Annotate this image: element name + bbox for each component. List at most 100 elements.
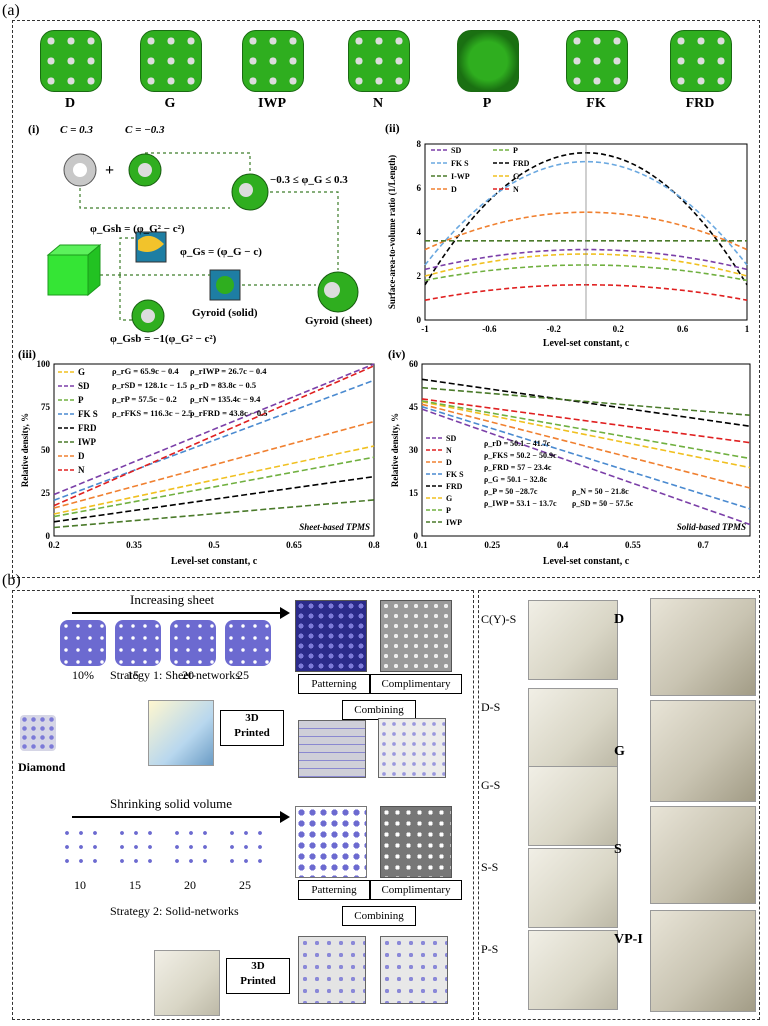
panel-a-label: (a)	[2, 2, 20, 19]
c-neg-label: C = −0.3	[125, 124, 165, 136]
y-tick-label: 8	[417, 139, 422, 149]
series-line-d	[53, 420, 375, 509]
panel-b-right-frame	[478, 590, 760, 1020]
solid-step-label: 15	[129, 878, 141, 892]
gyroid-bulk-cube	[131, 299, 165, 333]
legend-label: FK S	[446, 470, 464, 479]
series-line-n	[421, 398, 751, 444]
equation-label: ρ_P = 50 −28.7c	[484, 487, 538, 496]
shrinking-arrow	[72, 816, 282, 818]
gyroid-sheet-cube	[135, 231, 167, 263]
sheet-network-2	[170, 620, 216, 666]
photo-right-3	[650, 910, 756, 1012]
printed-label-2: 3D Printed	[226, 958, 290, 994]
legend-label: N	[513, 185, 519, 194]
y-tick-label: 2	[417, 271, 422, 281]
series-line-d	[421, 403, 751, 489]
legend-label: D	[451, 185, 457, 194]
equation-label: ρ_rFRD = 43.8c − 0.5	[190, 408, 268, 418]
shape-label-d: D	[64, 96, 76, 111]
x-tick-label: 0.2	[613, 324, 625, 334]
y-axis-label: Surface-area-to-volume ratio (1/Length)	[387, 155, 397, 309]
printed-1-line2: Printed	[234, 727, 270, 739]
sheet-network-1	[115, 620, 161, 666]
photo-right-0	[650, 598, 756, 696]
equation-label: ρ_rIWP = 26.7c − 0.4	[190, 366, 267, 376]
sheet-cube-blue	[295, 600, 367, 672]
y-tick-label: 60	[409, 359, 419, 369]
series-line-fk-s	[421, 405, 751, 510]
x-tick-label: 0.2	[48, 540, 60, 550]
shape-label-fk: FK	[586, 96, 606, 111]
tpms-shape-iwp	[242, 30, 304, 92]
tpms-shape-p	[457, 30, 519, 92]
equation-label: ρ_rD = 50.1 − 41.7c	[484, 439, 551, 448]
legend-label: SD	[78, 381, 90, 391]
shape-label-iwp: IWP	[258, 96, 286, 111]
solid-network-1	[115, 826, 161, 872]
shape-label-frd: FRD	[685, 96, 715, 111]
green-cube	[46, 243, 102, 297]
legend-label: FK S	[78, 409, 98, 419]
increasing-arrow	[72, 612, 282, 614]
legend-label: D	[78, 451, 85, 461]
x-tick-label: 0.6	[677, 324, 689, 334]
sheet-cube-grey	[380, 600, 452, 672]
triangle-cube-2	[380, 936, 448, 1004]
series-line-sd	[53, 363, 375, 496]
printed-label-1: 3D Printed	[220, 710, 284, 746]
chart-ii: (ii) 0 2 4 6 8 -1 -0.6 -0.2 0.2 0.6 1 Level-set cons…	[385, 122, 750, 349]
combining-button-1: Combining	[342, 700, 416, 720]
sheet-step-label: 20	[182, 668, 194, 682]
legend-label: N	[446, 446, 452, 455]
y-tick-label: 0	[46, 531, 51, 541]
y-tick-label: 45	[409, 402, 419, 412]
series-line-g	[53, 445, 375, 515]
chart-annotation: Solid-based TPMS	[677, 522, 746, 532]
solid-step-label: 25	[239, 878, 251, 892]
x-tick-label: 0.7	[698, 540, 710, 550]
photo-left-0	[528, 600, 618, 680]
phi-gsh-label: φ_Gsh = (φ_G² − c²)	[90, 223, 185, 235]
complimentary-button-2: Complimentary	[370, 880, 462, 900]
y-tick-label: 25	[41, 488, 51, 498]
chart-iii-panel-label: (iii)	[18, 348, 36, 361]
tpms-shape-g	[140, 30, 202, 92]
x-tick-label: -0.6	[482, 324, 497, 334]
y-tick-label: 50	[41, 445, 51, 455]
gyroid-solid-cube	[209, 269, 241, 301]
shrinking-arrowhead	[280, 811, 290, 823]
diamond-label: Diamond	[18, 760, 66, 774]
equation-label: ρ_rFKS = 116.3c − 2.5	[112, 408, 192, 418]
photo-label-right: VP-I	[614, 932, 643, 947]
equation-label: ρ_N = 50 − 21.8c	[572, 487, 629, 496]
legend-label: SD	[446, 434, 456, 443]
y-tick-label: 0	[414, 531, 419, 541]
legend-label: G	[446, 494, 452, 503]
y-tick-label: 30	[409, 445, 419, 455]
patterning-button-2: Patterning	[298, 880, 370, 900]
photo-label-right: G	[614, 744, 625, 759]
x-tick-label: 0.1	[416, 540, 428, 550]
x-tick-label: 0.55	[625, 540, 641, 550]
x-tick-label: -0.2	[547, 324, 562, 334]
photo-label-left: S-S	[481, 860, 499, 874]
plot-area	[421, 363, 751, 537]
phi-gsb-label: φ_Gsb = −1(φ_G² − c²)	[110, 333, 217, 345]
legend-label: IWP	[78, 437, 97, 447]
equation-label: ρ_FRD = 57 − 23.4c	[484, 463, 552, 472]
y-tick-label: 4	[417, 227, 422, 237]
equation-label: ρ_rP = 57.5c − 0.2	[112, 394, 177, 404]
plot-area	[53, 363, 375, 537]
legend-label: D	[446, 458, 452, 467]
tpms-shape-fk	[566, 30, 628, 92]
legend-label: SD	[451, 146, 461, 155]
x-axis-label: Level-set constant, c	[543, 338, 630, 349]
gyroid-schematic: + −0.3 ≤ φ_G ≤ 0.3 φ_Gs = (φ_G − c) φ_Gs…	[46, 124, 373, 345]
legend-label: FK S	[451, 159, 469, 168]
series-line-p	[53, 456, 375, 518]
gyroid-combined	[231, 173, 269, 211]
printed-photo-1	[148, 700, 214, 766]
photo-label-right: S	[614, 842, 622, 857]
plus-sign: +	[105, 162, 114, 179]
